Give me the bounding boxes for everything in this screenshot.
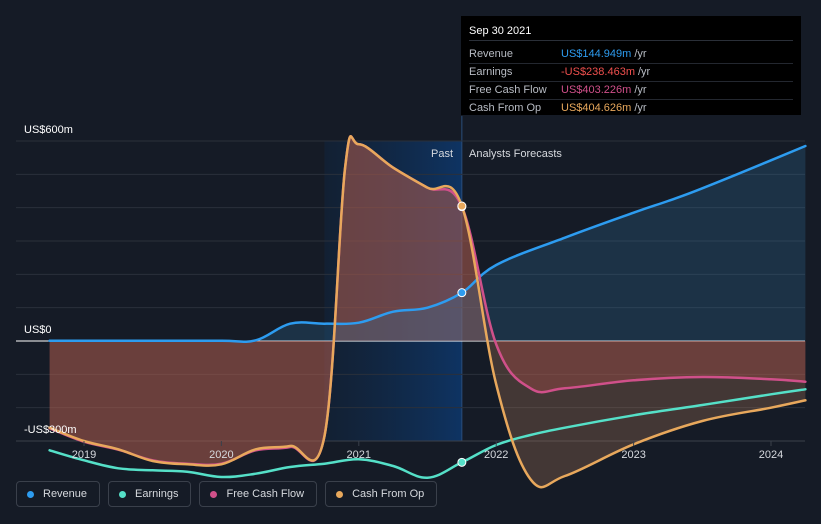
tooltip-label: Cash From Op	[469, 102, 542, 114]
legend-item-free-cash-flow[interactable]: Free Cash Flow	[199, 481, 318, 507]
tooltip-unit: /yr	[634, 102, 647, 114]
legend-item-earnings[interactable]: Earnings	[108, 481, 192, 507]
tooltip-row-earnings: Earnings -US$238.463m /yr	[469, 64, 793, 82]
tooltip-unit: /yr	[638, 66, 651, 78]
y-tick-label: US$600m	[24, 124, 73, 136]
tooltip-row-revenue: Revenue US$144.949m /yr	[469, 46, 793, 64]
legend-label: Free Cash Flow	[226, 488, 305, 500]
tooltip-label: Free Cash Flow	[469, 84, 547, 96]
legend-label: Cash From Op	[352, 488, 425, 500]
tooltip-label: Earnings	[469, 66, 513, 78]
past-label: Past	[431, 148, 453, 160]
x-tick-label: 2021	[347, 449, 371, 461]
area-free-cash-flow	[49, 136, 806, 465]
tooltip-row-free-cash-flow: Free Cash Flow US$403.226m /yr	[469, 82, 793, 100]
tooltip-row-cash-from-op: Cash From Op US$404.626m /yr	[469, 100, 793, 117]
line-earnings	[48, 388, 807, 479]
point-earnings[interactable]	[457, 457, 467, 467]
x-tick-label: 2024	[759, 449, 783, 461]
legend-label: Earnings	[135, 488, 179, 500]
legend-item-cash-from-op[interactable]: Cash From Op	[325, 481, 438, 507]
legend-dot-icon	[27, 490, 34, 498]
x-tick-label: 2023	[621, 449, 645, 461]
area-cash-from-op	[49, 136, 806, 488]
tooltip-value: US$403.226m	[561, 84, 632, 96]
line-cash-from-op	[48, 135, 807, 489]
x-tick-label: 2020	[209, 449, 233, 461]
point-cash-from-op[interactable]	[457, 201, 467, 211]
tooltip-value: US$404.626m	[561, 102, 632, 114]
tooltip-label: Revenue	[469, 48, 514, 60]
x-tick-label: 2022	[484, 449, 508, 461]
line-revenue	[48, 144, 807, 344]
past-highlight-band	[324, 141, 462, 441]
tooltip-value: -US$238.463m	[561, 66, 635, 78]
legend-label: Revenue	[43, 488, 88, 500]
legend-dot-icon	[336, 490, 344, 498]
area-revenue	[49, 146, 806, 342]
legend-dot-icon	[210, 490, 218, 498]
tooltip-date: Sep 30 2021	[469, 25, 793, 41]
tooltip-value: US$144.949m	[561, 48, 632, 60]
legend: Revenue Earnings Free Cash Flow Cash Fro…	[16, 481, 438, 507]
y-tick-label: -US$300m	[24, 424, 77, 436]
legend-dot-icon	[119, 490, 127, 498]
legend-item-revenue[interactable]: Revenue	[16, 481, 101, 507]
tooltip: Sep 30 2021 Revenue US$144.949m /yr Earn…	[461, 16, 801, 115]
forecast-label: Analysts Forecasts	[469, 148, 562, 160]
point-revenue[interactable]	[457, 288, 467, 298]
y-tick-label: US$0	[24, 324, 52, 336]
tooltip-unit: /yr	[634, 84, 647, 96]
tooltip-unit: /yr	[634, 48, 647, 60]
x-tick-label: 2019	[72, 449, 96, 461]
